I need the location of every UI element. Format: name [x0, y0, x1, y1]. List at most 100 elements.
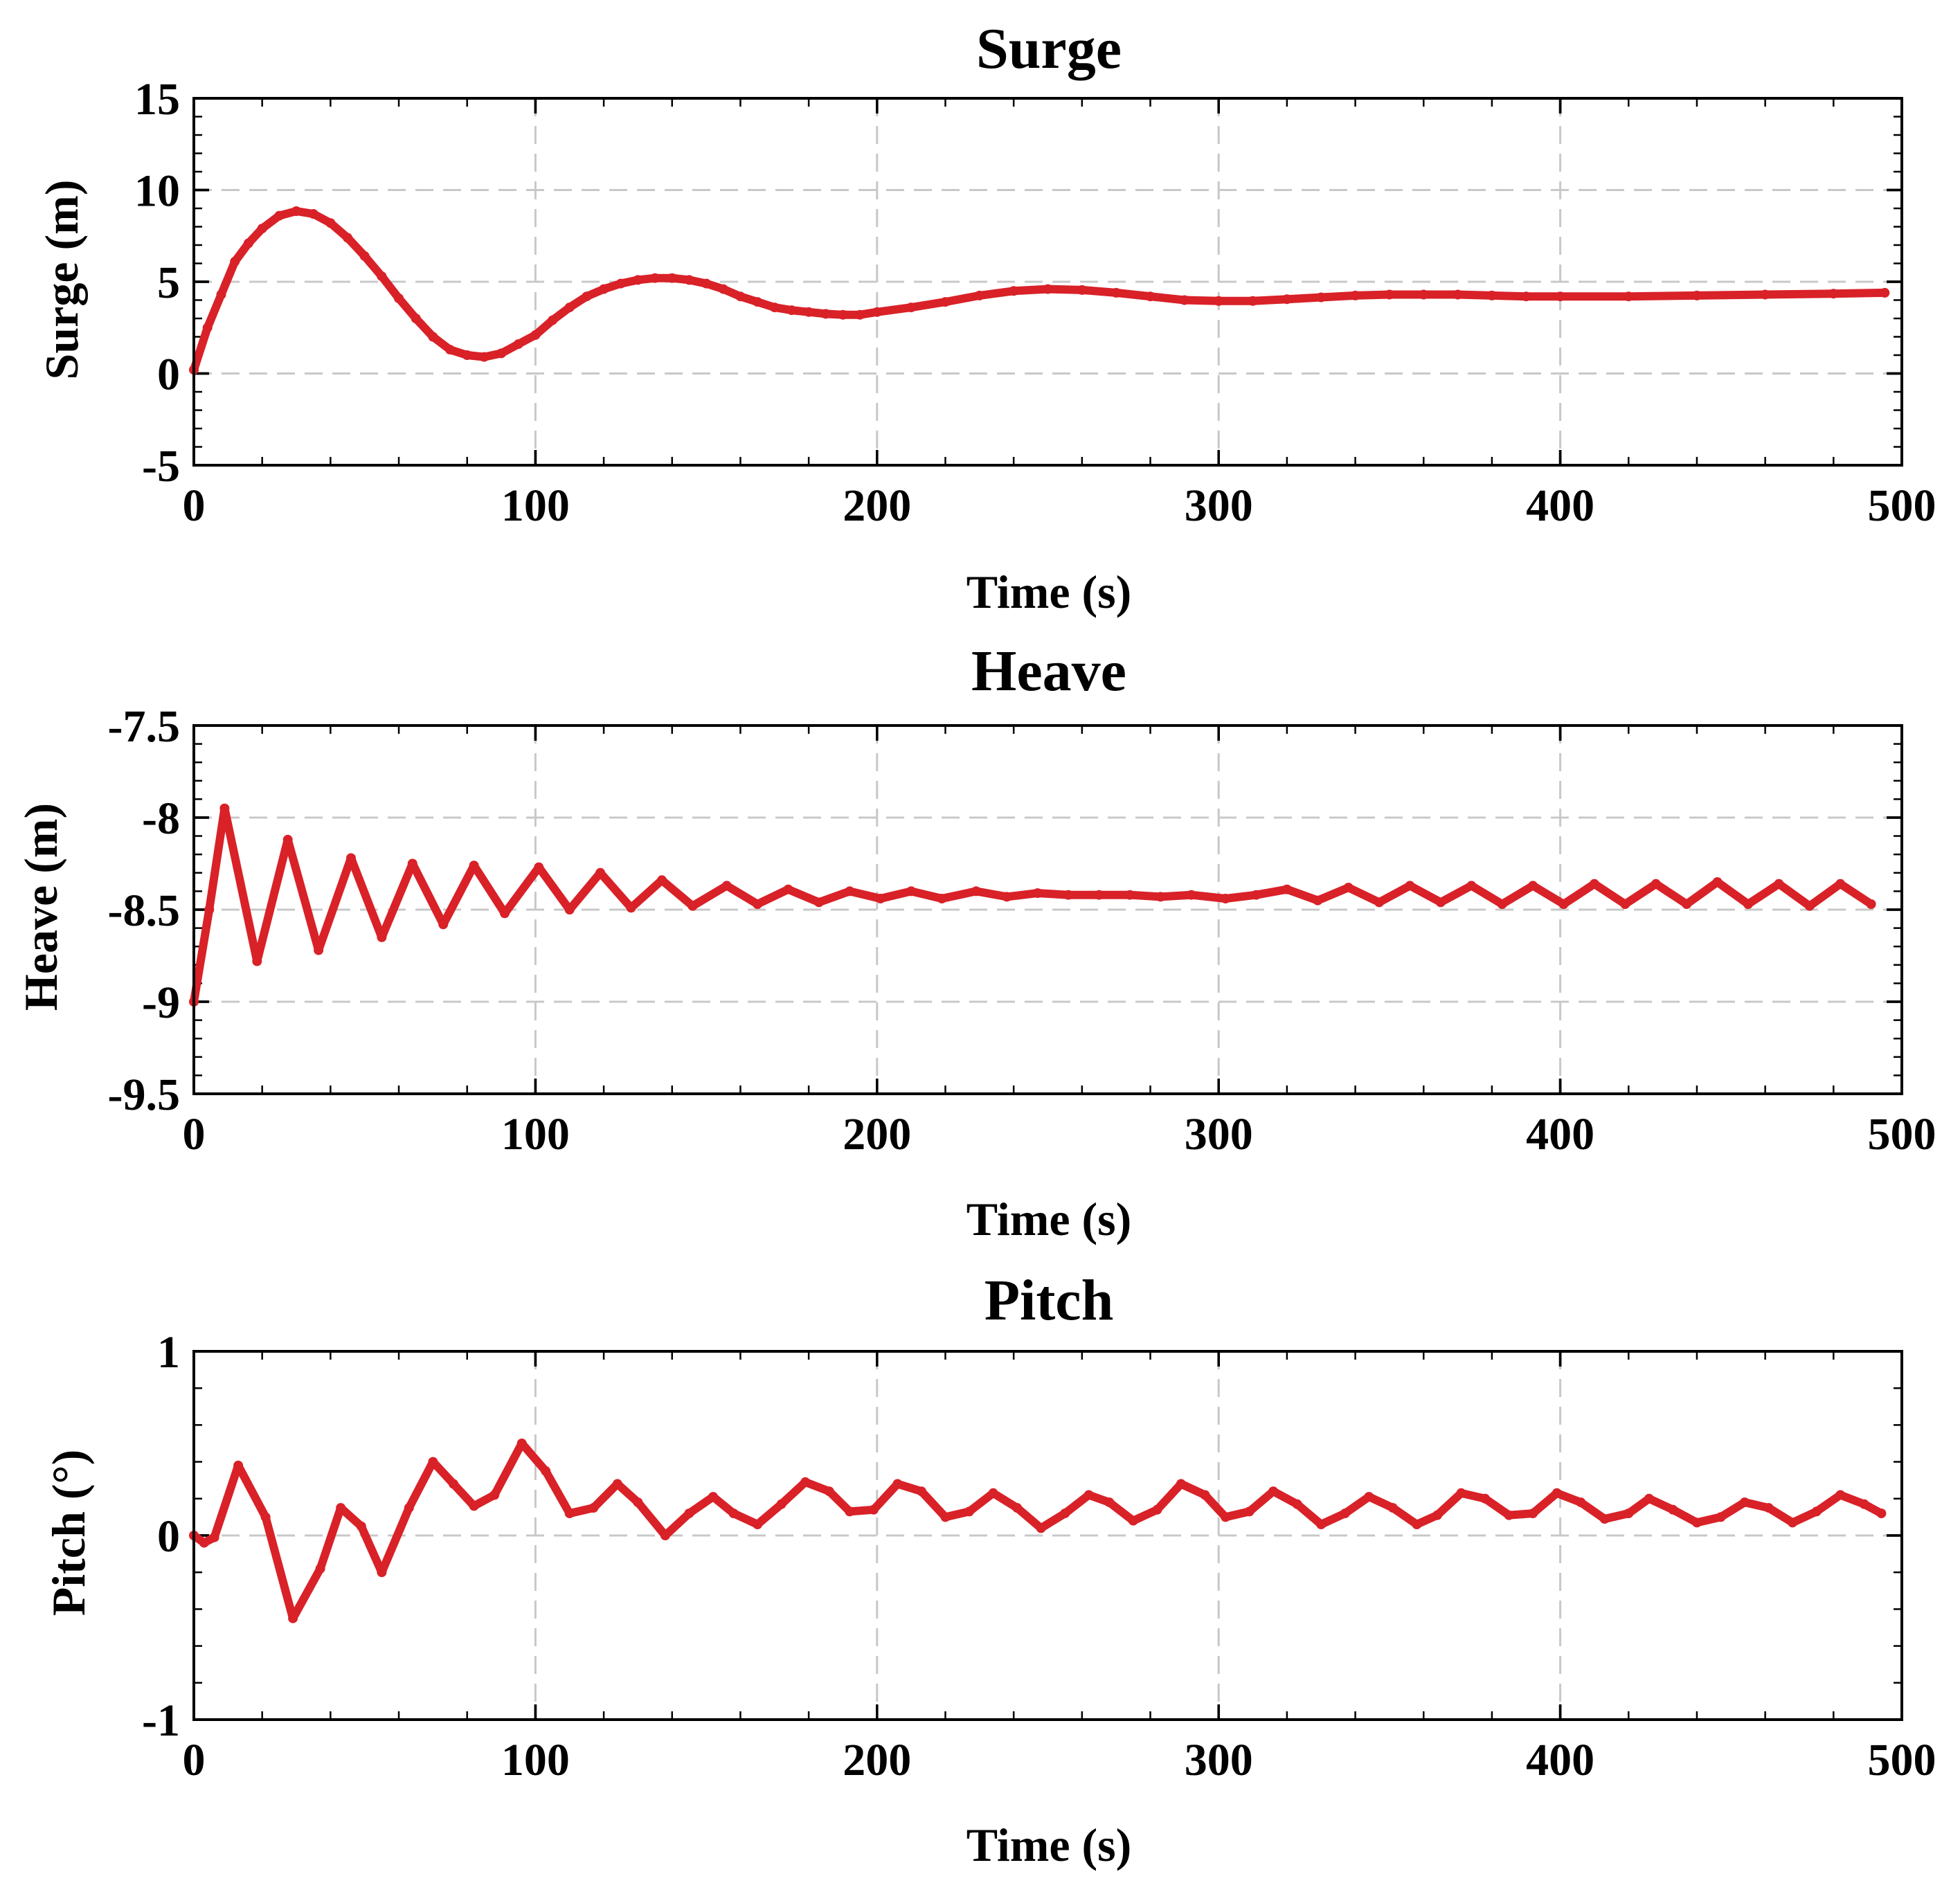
pitch-data-point	[315, 1563, 325, 1574]
pitch-panel: Pitch Time (s) Pitch (°) 0 100 200 300 400 50…	[42, 1268, 1936, 1871]
heave-data-point	[346, 853, 356, 863]
pitch-data-point	[1480, 1493, 1491, 1504]
heave-data-point	[1558, 899, 1569, 909]
heave-data-point	[204, 905, 215, 915]
surge-data-point	[359, 251, 370, 261]
pitch-data-point	[233, 1460, 244, 1470]
pitch-data-point	[588, 1503, 599, 1513]
surge-y-tick-label: 15	[134, 74, 180, 125]
pitch-data-point	[1244, 1506, 1255, 1517]
surge-data-point	[1880, 287, 1890, 298]
pitch-data-point	[633, 1497, 643, 1508]
heave-title: Heave	[971, 639, 1126, 703]
heave-x-tick-label: 100	[501, 1109, 570, 1160]
heave-data-point	[1251, 890, 1261, 900]
surge-y-tick-label: -5	[142, 441, 180, 492]
surge-data-point	[582, 291, 592, 302]
heave-data-point	[314, 945, 324, 955]
pitch-data-point	[1788, 1517, 1798, 1528]
surge-x-tick-label: 500	[1868, 480, 1936, 531]
heave-data-point	[1528, 881, 1538, 891]
heave-data-point	[753, 899, 763, 909]
pitch-data-point	[728, 1508, 739, 1519]
surge-y-axis-label: Surge (m)	[35, 180, 88, 380]
heave-data-point	[438, 919, 449, 930]
heave-data-point	[1002, 892, 1012, 902]
pitch-data-point	[1104, 1497, 1115, 1508]
pitch-data-point	[1268, 1486, 1279, 1497]
surge-data-point	[1316, 292, 1327, 303]
heave-data-point	[469, 861, 479, 871]
pitch-data-point	[1644, 1493, 1654, 1504]
surge-data-point	[411, 314, 421, 323]
surge-data-point	[633, 275, 643, 285]
pitch-data-point	[1599, 1514, 1610, 1524]
heave-data-point	[1866, 899, 1876, 909]
pitch-data-point	[1740, 1497, 1750, 1508]
surge-gridlines	[194, 98, 1902, 465]
surge-data-point	[1009, 286, 1019, 296]
pitch-data-point	[1876, 1508, 1887, 1519]
heave-data-point	[407, 858, 417, 869]
heave-data-point	[1343, 883, 1354, 893]
surge-data-point	[291, 206, 301, 216]
surge-data-point	[735, 291, 746, 302]
heave-series-line	[190, 804, 1876, 1006]
surge-data-point	[274, 210, 285, 221]
pitch-data-point	[1456, 1488, 1466, 1498]
surge-data-point	[615, 278, 626, 289]
surge-data-point	[1555, 291, 1565, 302]
heave-y-tick-label: -7.5	[108, 701, 180, 752]
surge-data-point	[343, 233, 352, 243]
pitch-data-point	[1036, 1523, 1046, 1533]
surge-x-tick-label: 400	[1526, 480, 1594, 531]
pitch-data-point	[336, 1503, 346, 1513]
pitch-data-point	[684, 1508, 694, 1519]
surge-data-point	[1486, 290, 1497, 300]
surge-data-point	[216, 289, 226, 300]
pitch-y-tick-label: 0	[157, 1511, 180, 1562]
heave-data-point	[1156, 892, 1166, 902]
pitch-data-point	[1528, 1508, 1538, 1519]
pitch-data-point	[1624, 1508, 1634, 1519]
pitch-data-point	[516, 1439, 527, 1448]
surge-x-axis-label: Time (s)	[966, 566, 1132, 618]
surge-data-point	[325, 218, 336, 228]
pitch-title: Pitch	[985, 1268, 1114, 1333]
heave-y-tick-label: -9.5	[108, 1070, 180, 1120]
surge-data-point	[974, 290, 985, 300]
pitch-data-point	[824, 1486, 834, 1497]
pitch-data-point	[1340, 1508, 1350, 1519]
pitch-data-point	[964, 1506, 974, 1517]
surge-data-point	[548, 315, 558, 325]
surge-y-tick-label: 10	[134, 166, 180, 217]
pitch-data-point	[1412, 1520, 1422, 1529]
heave-x-axis-label: Time (s)	[966, 1193, 1132, 1245]
surge-data-point	[855, 309, 865, 320]
pitch-data-point	[1221, 1512, 1231, 1522]
surge-data-point	[804, 307, 814, 317]
heave-data-point	[845, 886, 855, 897]
surge-data-point	[1419, 289, 1429, 300]
heave-data-point	[252, 956, 262, 966]
surge-data-point	[202, 323, 213, 333]
surge-data-point	[394, 293, 404, 303]
surge-data-point	[838, 309, 848, 320]
surge-data-point	[1179, 295, 1189, 305]
surge-data-point	[1043, 284, 1053, 294]
surge-data-point	[753, 297, 763, 307]
surge-y-tick-label: 5	[157, 258, 180, 308]
surge-data-point	[496, 348, 507, 359]
pitch-data-point	[1012, 1503, 1023, 1513]
surge-data-point	[462, 350, 472, 360]
surge-data-point	[701, 278, 712, 289]
heave-y-tick-label: -8.5	[108, 885, 180, 936]
heave-data-point	[1620, 899, 1630, 909]
heave-data-point	[1651, 879, 1661, 889]
surge-data-point	[1760, 289, 1770, 300]
heave-data-point	[1094, 890, 1104, 900]
surge-data-point	[872, 307, 882, 317]
surge-data-point	[1453, 289, 1463, 300]
surge-y-tick-label: 0	[157, 350, 180, 400]
pitch-y-tick-label: -1	[142, 1695, 180, 1746]
